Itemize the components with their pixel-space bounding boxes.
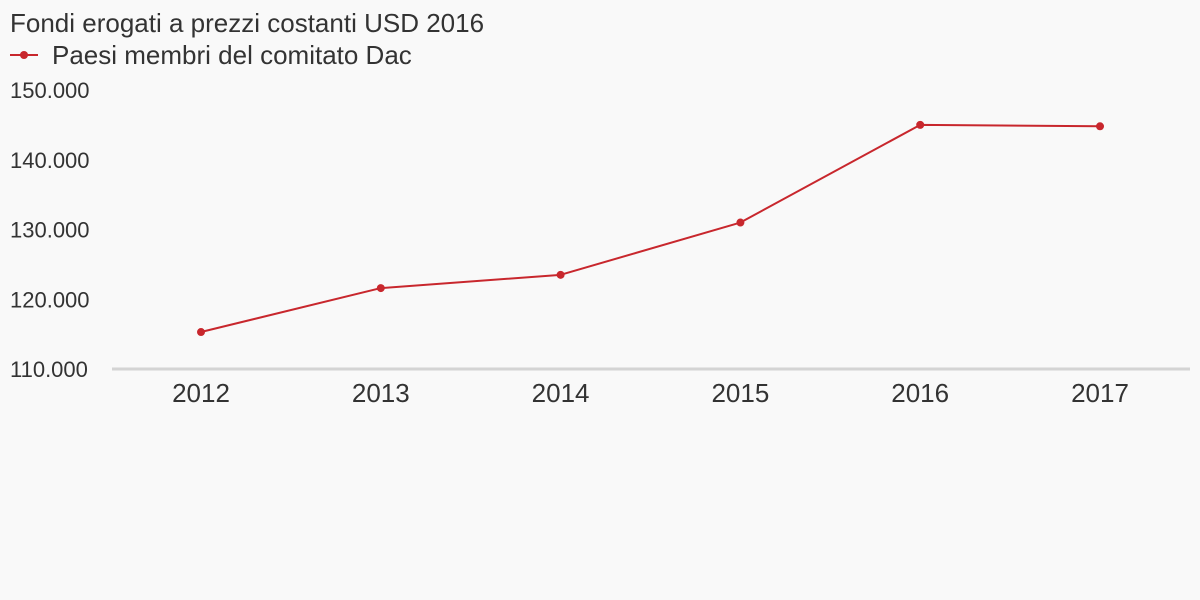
y-tick-label: 110.000 xyxy=(10,357,88,382)
series-line xyxy=(200,123,1101,334)
x-tick-label: 2014 xyxy=(532,378,590,408)
data-point[interactable] xyxy=(1096,122,1104,131)
y-tick-label: 120.000 xyxy=(10,287,90,312)
y-tick-label: 140.000 xyxy=(10,148,90,173)
y-axis-ticks: 110.000 120.000 130.000 140.000 150.000 xyxy=(10,78,90,382)
chart-title: Fondi erogati a prezzi costanti USD 2016 xyxy=(10,8,485,38)
x-tick-label: 2016 xyxy=(891,378,949,408)
data-point[interactable] xyxy=(197,328,205,337)
legend-line-marker-icon xyxy=(10,51,38,59)
x-tick-label: 2013 xyxy=(352,378,410,408)
x-tick-label: 2012 xyxy=(172,378,230,408)
data-point[interactable] xyxy=(376,284,385,293)
x-axis-ticks: 2012 2013 2014 2015 2016 2017 xyxy=(172,378,1129,408)
x-tick-label: 2017 xyxy=(1071,378,1129,408)
data-point[interactable] xyxy=(556,270,565,279)
series-group xyxy=(197,120,1104,337)
legend-label: Paesi membri del comitato Dac xyxy=(52,40,412,70)
data-point[interactable] xyxy=(916,120,925,129)
y-tick-label: 130.000 xyxy=(10,218,90,243)
data-point[interactable] xyxy=(736,218,745,227)
x-tick-label: 2015 xyxy=(711,378,769,408)
legend: Paesi membri del comitato Dac xyxy=(10,39,412,71)
y-tick-label: 150.000 xyxy=(10,78,90,103)
